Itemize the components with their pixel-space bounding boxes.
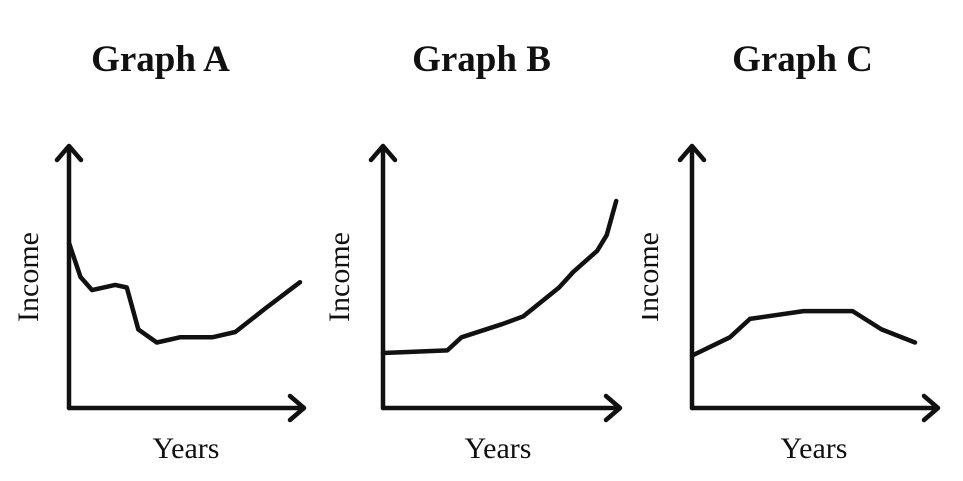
- graph-b-x-label: Years: [465, 432, 532, 465]
- graph-c-income-line: [689, 308, 918, 358]
- graph-a-panel: Graph A Years Income: [0, 0, 321, 481]
- graph-b-x-axis: [380, 393, 623, 423]
- graph-c-x-axis: [689, 393, 941, 423]
- graph-b-title: Graph B: [412, 39, 551, 80]
- graph-a-y-label: Income: [12, 232, 45, 322]
- graph-b-y-axis: [368, 143, 398, 411]
- graph-c-y-label: Income: [642, 232, 665, 322]
- graph-c-x-label: Years: [781, 432, 848, 465]
- graph-b-plot: Years Income: [323, 143, 623, 465]
- graph-a-x-axis: [66, 393, 307, 423]
- graph-b-panel: Graph B Years Income: [321, 0, 642, 481]
- graph-c-plot: Years Income: [642, 143, 941, 465]
- graph-b-income-line: [380, 198, 619, 356]
- graph-c-y-axis: [677, 143, 707, 411]
- graph-b-y-label: Income: [323, 232, 356, 322]
- graph-c-title: Graph C: [732, 39, 873, 80]
- graph-a-income-line: [66, 240, 303, 345]
- graph-c-panel: Graph C Years Income: [642, 0, 963, 481]
- graph-a-x-label: Years: [153, 432, 220, 465]
- graph-a-plot: Years Income: [12, 143, 307, 465]
- graph-a-title: Graph A: [91, 39, 230, 80]
- graph-a-y-axis: [54, 143, 84, 411]
